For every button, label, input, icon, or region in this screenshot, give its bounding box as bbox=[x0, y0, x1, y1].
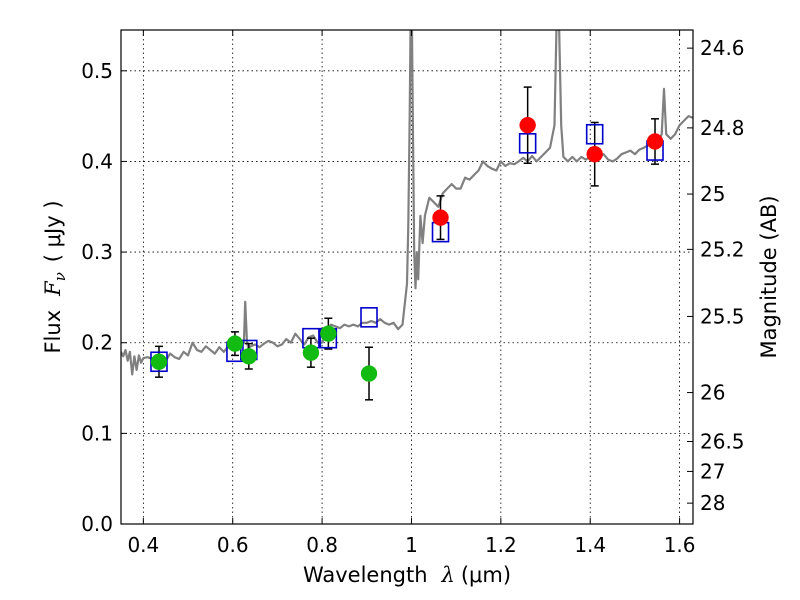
green-point bbox=[240, 348, 258, 365]
x-tick-label: 1 bbox=[405, 533, 418, 557]
y-tick-label: 0.0 bbox=[81, 512, 113, 536]
right-tick-label: 27 bbox=[700, 459, 725, 483]
red-point bbox=[586, 145, 603, 163]
y-tick-label: 0.1 bbox=[81, 421, 113, 445]
model-spectrum-line bbox=[121, 30, 693, 376]
x-tick-label: 1.2 bbox=[485, 533, 517, 557]
blue-square-point bbox=[518, 133, 537, 154]
green-point bbox=[360, 365, 378, 382]
right-tick-label: 25.5 bbox=[700, 304, 745, 328]
red-point bbox=[432, 209, 449, 226]
green-point bbox=[320, 325, 337, 342]
right-tick-label: 25.2 bbox=[700, 237, 745, 261]
red-point bbox=[646, 133, 664, 150]
circle-markers-layer bbox=[150, 116, 664, 382]
x-tick-label: 1.4 bbox=[574, 533, 606, 557]
right-tick-label: 24.6 bbox=[700, 36, 745, 60]
axis-ticks bbox=[121, 30, 693, 525]
red-point bbox=[519, 116, 536, 134]
y-tick-label: 0.2 bbox=[81, 331, 113, 355]
y-tick-label: 0.4 bbox=[81, 149, 113, 173]
right-axis-label: Magnitude (AB) bbox=[757, 195, 781, 358]
y-axis-label: FluxFν( μJy ) bbox=[41, 200, 69, 353]
x-tick-label: 0.8 bbox=[306, 533, 338, 557]
right-tick-label: 25 bbox=[700, 182, 725, 206]
right-tick-label: 24.8 bbox=[700, 116, 745, 140]
model-spectrum-layer bbox=[121, 30, 693, 376]
right-tick-label: 26.5 bbox=[700, 430, 745, 454]
green-point bbox=[226, 335, 244, 352]
blue-square-point bbox=[360, 307, 378, 328]
y-tick-label: 0.5 bbox=[81, 59, 113, 83]
green-point bbox=[150, 353, 168, 371]
green-point bbox=[302, 344, 320, 361]
x-tick-label: 1.6 bbox=[664, 533, 696, 557]
blue-square-point bbox=[585, 123, 604, 145]
x-tick-label: 0.4 bbox=[127, 533, 159, 557]
x-tick-label: 0.6 bbox=[217, 533, 249, 557]
y-tick-label: 0.3 bbox=[81, 240, 113, 264]
axis-tick-labels: 0.4 0.6 0.8 1 1.2 1.4 1.6 0.0 0.1 0.2 0.3 0.4 0.5 24.… bbox=[81, 36, 744, 557]
right-tick-label: 28 bbox=[700, 491, 725, 515]
right-tick-label: 26 bbox=[700, 381, 725, 405]
x-axis-label: Wavelength λ (μm) bbox=[303, 563, 511, 587]
plot-frame bbox=[120, 29, 694, 525]
